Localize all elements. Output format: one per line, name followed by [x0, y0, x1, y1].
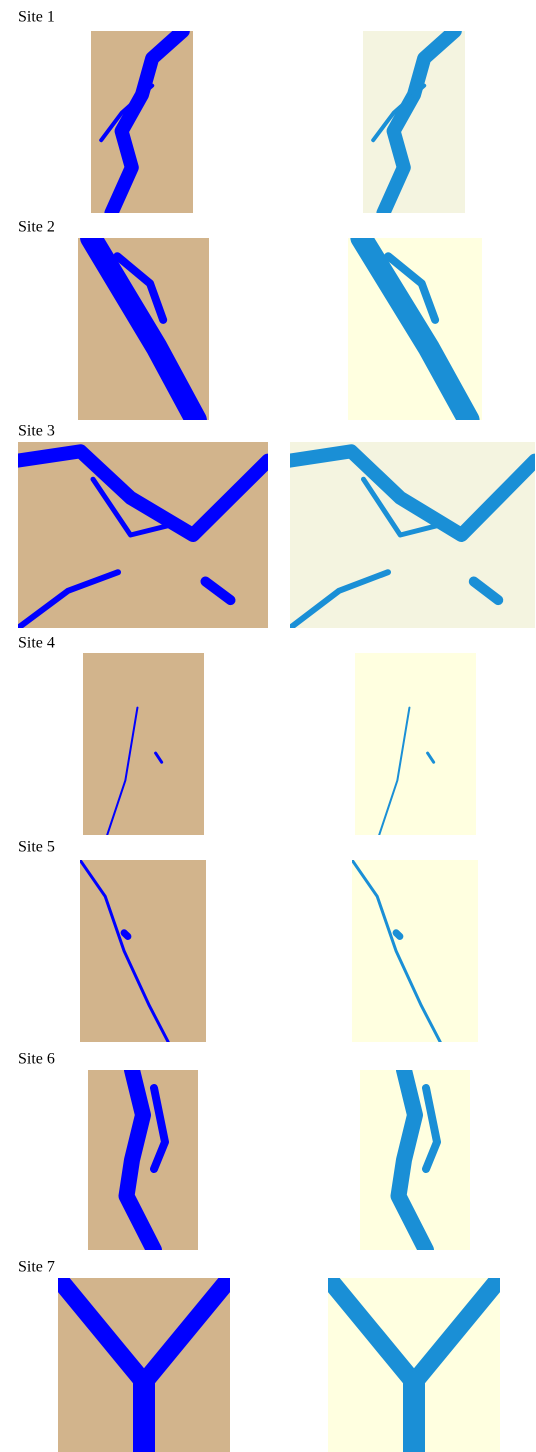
left-map: [80, 860, 206, 1042]
right-map: [360, 1070, 470, 1250]
left-map: [58, 1278, 230, 1452]
figure: Site 1 Site 2 Site 3 Site 4 Site 5 Site 6 Site…: [0, 0, 536, 1452]
site-label: Site 6: [18, 1051, 55, 1068]
site-label: Site 2: [18, 219, 55, 236]
right-map: [290, 442, 535, 628]
site-label: Site 3: [18, 423, 55, 440]
water: [124, 933, 128, 937]
site-label: Site 7: [18, 1259, 55, 1276]
left-map: [83, 653, 204, 835]
site-label: Site 1: [18, 9, 55, 26]
map-background: [91, 31, 193, 213]
water: [396, 933, 400, 937]
left-map: [78, 238, 209, 420]
left-map: [91, 31, 193, 213]
map-background: [83, 653, 204, 835]
right-map: [352, 860, 478, 1042]
map-background: [355, 653, 476, 835]
page: {"sites": [ {"label": "Site 1"}, {"label…: [0, 0, 536, 1452]
right-map: [355, 653, 476, 835]
left-map: [18, 442, 268, 628]
right-map: [348, 238, 482, 420]
map-background: [363, 31, 465, 213]
left-map: [88, 1070, 198, 1250]
right-map: [363, 31, 465, 213]
right-map: [328, 1278, 500, 1452]
site-label: Site 4: [18, 635, 55, 652]
site-label: Site 5: [18, 839, 55, 856]
